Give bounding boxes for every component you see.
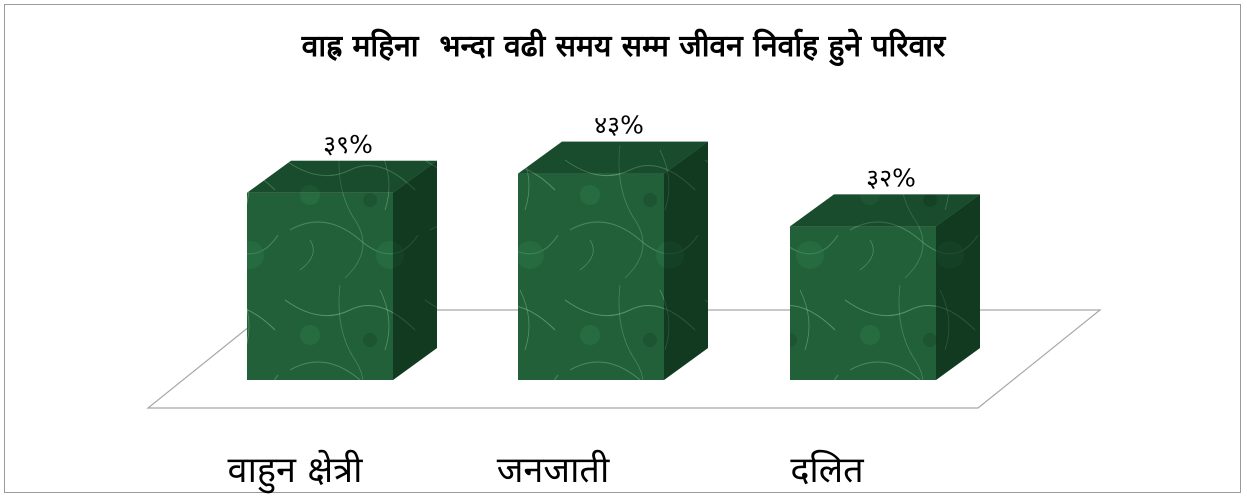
bar-front-face (790, 226, 936, 380)
bar-2 (518, 141, 708, 380)
bar-front-shade (518, 173, 664, 380)
bar-side-shade (393, 160, 437, 380)
value-label-3: ३२% (866, 163, 916, 192)
bar-top-face (247, 160, 437, 193)
chart-title: वाह्र महिना भन्दा वढी समय सम्म जीवन निर्… (301, 29, 946, 64)
bar-side-shade (664, 141, 708, 380)
value-label-2: ४३% (594, 111, 644, 140)
bar-top-shade (247, 160, 437, 193)
category-label-1: वाहुन क्षेत्री (228, 449, 364, 494)
bar-side-shade (936, 194, 980, 380)
bar-front-shade (790, 226, 936, 380)
bar-front-face (518, 173, 664, 380)
bar-front-shade (247, 192, 393, 380)
bar-top-shade (518, 141, 708, 174)
category-label-2: जनजाती (497, 449, 610, 491)
bar-top-shade (790, 194, 980, 227)
bar-front-face (247, 192, 393, 380)
value-label-1: ३९% (323, 130, 373, 159)
bar-3 (790, 194, 980, 380)
category-label-3: दलित (790, 449, 865, 491)
bar-top-face (518, 141, 708, 174)
bar-1 (247, 160, 437, 380)
bar-top-face (790, 194, 980, 227)
